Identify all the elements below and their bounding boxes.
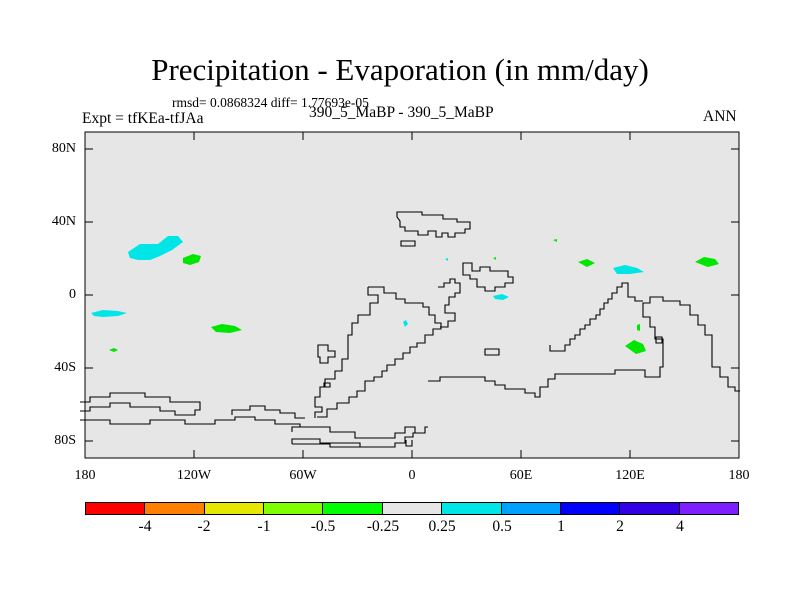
colorbar-box [323, 503, 383, 514]
coastline [462, 262, 514, 292]
cyan-patch [403, 320, 408, 327]
lon-label-60w: 60W [289, 468, 317, 483]
colorbar-label: 2 [616, 518, 624, 535]
green-patch [183, 254, 201, 265]
coastlines [80, 211, 740, 448]
colorbar-label: 0.5 [492, 518, 512, 535]
map-background [85, 132, 739, 458]
green-patch [637, 324, 640, 331]
colorbar-box [382, 503, 443, 514]
green-patch [578, 259, 595, 267]
colorbar-box [204, 503, 265, 514]
colorbar-box [501, 503, 561, 514]
season-label: ANN [703, 108, 737, 125]
coastline [317, 344, 336, 364]
green-patch [109, 348, 118, 352]
colorbar-label: -4 [138, 518, 152, 535]
green-patch [625, 340, 646, 354]
lat-label-80s: 80S [54, 433, 76, 448]
anomaly-patches [91, 236, 719, 354]
coastline [400, 240, 416, 247]
colorbar-label: -1 [257, 518, 271, 535]
coastline [655, 336, 663, 344]
lon-ticks [84, 132, 740, 458]
coastline [292, 443, 360, 448]
colorbar-label: 1 [557, 518, 565, 535]
coastline [231, 405, 305, 419]
colorbar-box [442, 503, 502, 514]
coastline [80, 416, 330, 428]
lat-label-80n: 80N [51, 141, 76, 156]
green-patch [553, 239, 557, 242]
colorbar-label: 4 [676, 518, 684, 535]
colorbar-label: -0.25 [366, 518, 400, 535]
colorbar-box [679, 503, 738, 514]
colorbar-box [560, 503, 621, 514]
coastline [396, 211, 471, 238]
colorbar-label: -2 [197, 518, 211, 535]
green-patch [695, 257, 719, 267]
coastline [80, 392, 201, 416]
map-frame [84, 131, 740, 459]
coastline [323, 382, 331, 388]
coastline [317, 286, 442, 418]
plot-title: Precipitation - Evaporation (in mm/day) [151, 52, 649, 87]
lat-ticks [85, 148, 739, 442]
lon-label-120e: 120E [615, 468, 645, 483]
coastline [549, 282, 643, 352]
stats-line: rmsd= 0.0868324 diff= 1.77693e-05 [172, 95, 369, 110]
coastline [405, 440, 413, 447]
coastline [428, 296, 740, 398]
green-patch [211, 324, 242, 333]
lat-label-40s: 40S [54, 360, 76, 375]
colorbar-box [145, 503, 205, 514]
coastline [484, 348, 500, 356]
colorbar [85, 502, 739, 515]
lat-label-40n: 40N [51, 214, 76, 229]
lon-label-180e: 180 [728, 468, 750, 483]
coastline [291, 426, 428, 439]
lon-label-180w: 180 [74, 468, 96, 483]
lat-label-0: 0 [69, 287, 76, 302]
cyan-patch [493, 294, 509, 300]
cyan-patch [128, 236, 183, 260]
colorbar-box [86, 503, 146, 514]
experiment-label: Expt = tfKEa-tfJAa [82, 110, 204, 127]
cyan-patch [613, 265, 644, 274]
lon-label-0: 0 [408, 468, 416, 483]
lon-label-60e: 60E [509, 468, 533, 483]
coastline [314, 287, 379, 418]
period-label: 390_5_MaBP - 390_5_MaBP [309, 104, 494, 121]
colorbar-label: 0.25 [428, 518, 456, 535]
lon-label-120w: 120W [176, 468, 212, 483]
colorbar-box [620, 503, 680, 514]
colorbar-box [264, 503, 324, 514]
colorbar-label: -0.5 [310, 518, 336, 535]
coastline [291, 432, 418, 448]
green-patch [493, 257, 496, 260]
coastline [438, 278, 461, 328]
cyan-patch [445, 258, 448, 261]
cyan-patch [91, 310, 127, 317]
